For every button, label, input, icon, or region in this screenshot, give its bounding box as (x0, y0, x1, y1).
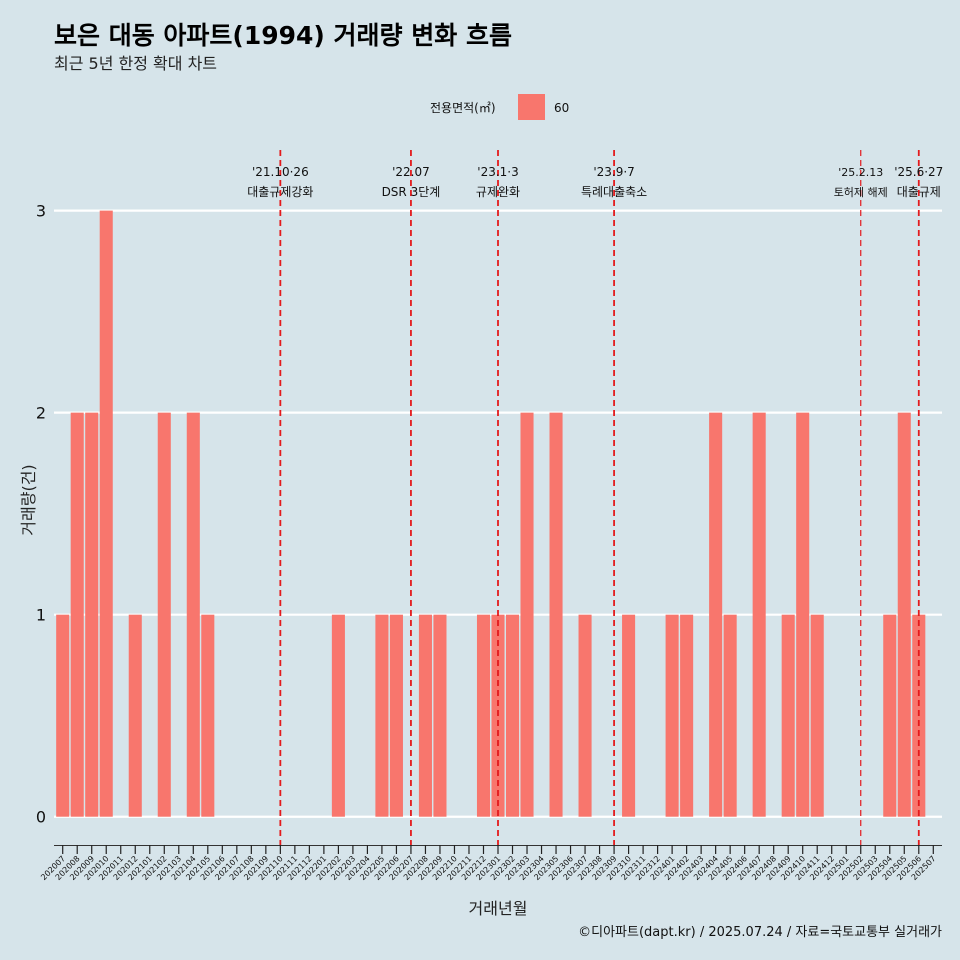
annotation-label: 대출규제강화 (247, 185, 313, 199)
bar-202010 (99, 210, 113, 817)
axes: 2020072020082020092020102020112020122021… (39, 845, 942, 882)
y-tick-label: 0 (36, 808, 46, 827)
annotation-date: '23.9·7 (593, 165, 634, 179)
x-axis-title: 거래년월 (469, 899, 528, 918)
bar-202504 (883, 614, 897, 817)
annotation-date: '25.2.13 (838, 166, 883, 179)
y-axis-title: 거래량(건) (19, 464, 38, 535)
bar-202401 (665, 614, 679, 817)
legend-label: 60 (554, 101, 569, 115)
annotation-label: 규제완화 (476, 185, 520, 199)
bar-202209 (433, 614, 447, 817)
bars (56, 210, 926, 817)
y-tick-label: 3 (36, 202, 46, 221)
annotation-label: 특례대출축소 (581, 185, 647, 199)
annotation-date: '25.6·27 (894, 165, 943, 179)
bar-202105 (201, 614, 215, 817)
bar-202205 (375, 614, 389, 817)
bar-202505 (897, 412, 911, 817)
bar-202008 (70, 412, 84, 817)
y-tick-label: 2 (36, 404, 46, 423)
legend-swatch (518, 94, 545, 120)
bar-202007 (56, 614, 70, 817)
bar-202402 (680, 614, 694, 817)
event-lines: '21.10·26 대출규제강화 '22.07 DSR 3단계 '23.1·3 규제완화 '… (247, 150, 943, 845)
bar-202212 (476, 614, 491, 817)
bar-202310 (622, 614, 636, 817)
bar-202407 (752, 412, 766, 817)
bar-202208 (418, 614, 432, 817)
bar-202411 (810, 614, 824, 817)
bar-202405 (723, 614, 737, 817)
bar-202307 (578, 614, 592, 817)
annotation-label: DSR 3단계 (382, 185, 441, 199)
y-tick-label: 1 (36, 606, 46, 625)
chart-subtitle: 최근 5년 한정 확대 차트 (54, 54, 217, 73)
bar-202303 (520, 412, 534, 817)
annotation-label: 토허제 해제 (834, 185, 888, 199)
bar-202409 (781, 614, 795, 817)
bar-202206 (389, 614, 403, 817)
annotation-date: '21.10·26 (252, 165, 309, 179)
bar-202410 (796, 412, 810, 817)
caption: ©디아파트(dapt.kr) / 2025.07.24 / 자료=국토교통부 실… (578, 925, 942, 940)
annotation-date: '23.1·3 (477, 165, 518, 179)
legend: 전용면적(㎡) 60 (430, 94, 569, 120)
bar-202009 (85, 412, 99, 817)
bar-202012 (128, 614, 142, 817)
annotation-label: 대출규제 (897, 185, 941, 199)
bar-202202 (331, 614, 345, 817)
bar-202104 (186, 412, 200, 817)
bar-202302 (505, 614, 520, 817)
bar-202404 (709, 412, 723, 817)
annotation-date: '22.07 (392, 165, 430, 179)
chart-title: 보은 대동 아파트(1994) 거래량 변화 흐름 (54, 21, 512, 50)
bar-202102 (157, 412, 171, 817)
legend-title: 전용면적(㎡) (430, 101, 496, 115)
bar-202305 (549, 412, 563, 817)
